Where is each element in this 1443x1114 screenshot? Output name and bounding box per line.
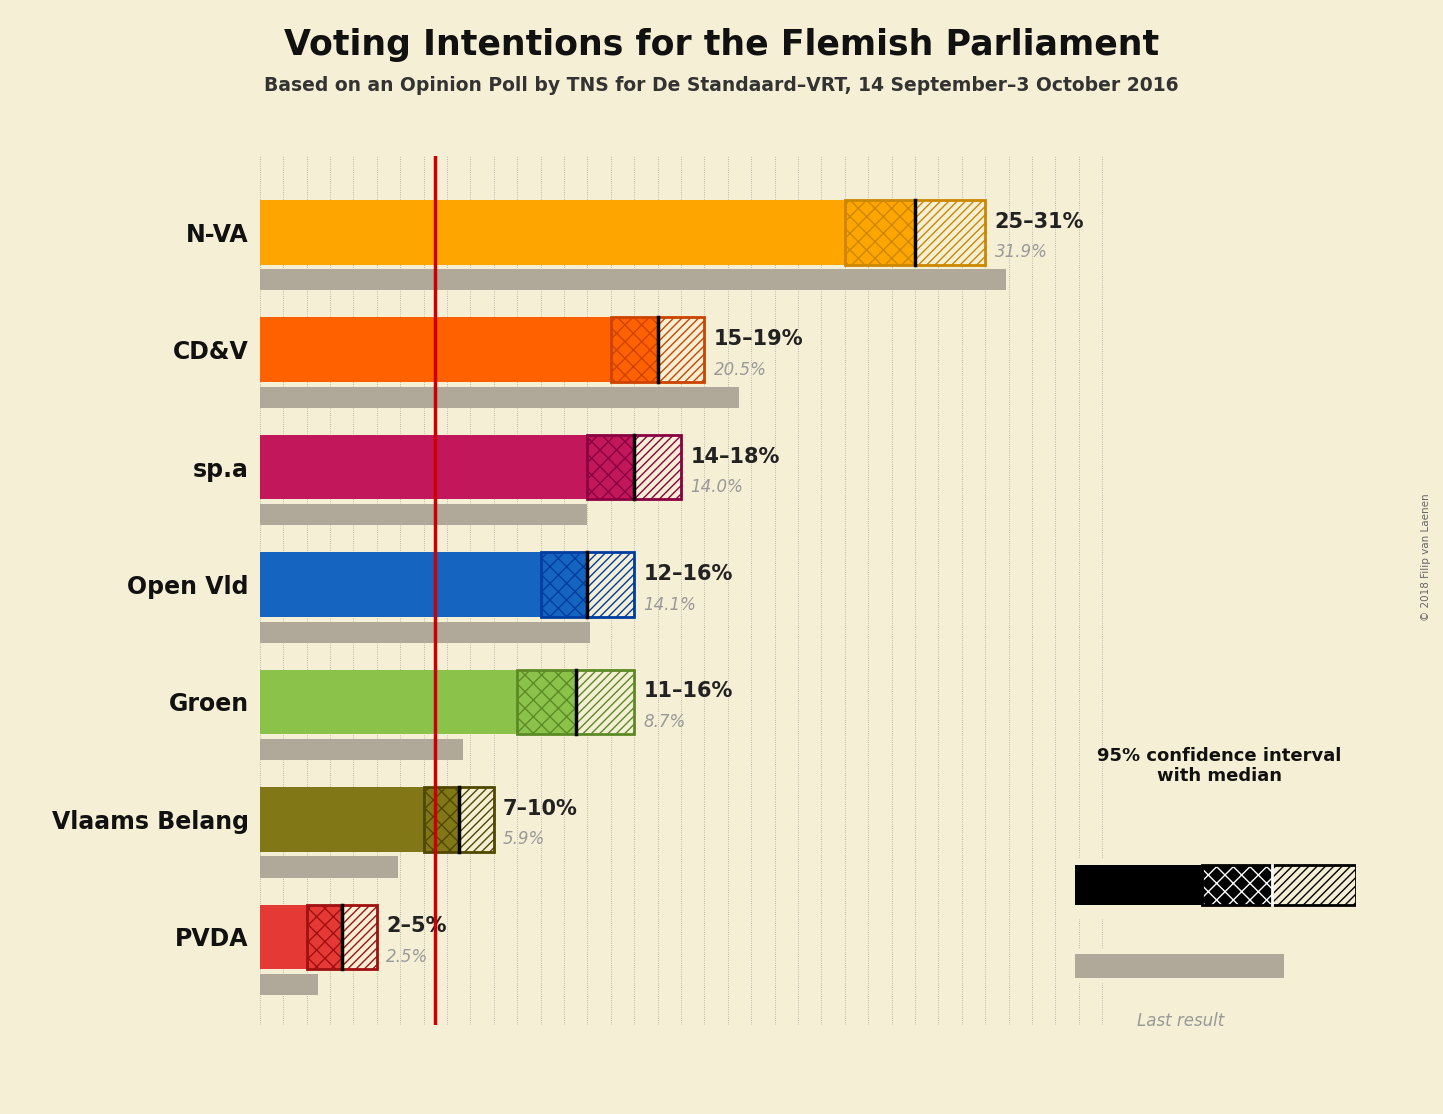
Text: 20.5%: 20.5% bbox=[714, 361, 766, 379]
Text: 2–5%: 2–5% bbox=[387, 916, 446, 936]
Bar bbox=[844, 201, 986, 265]
Text: 95% confidence interval
with median: 95% confidence interval with median bbox=[1097, 746, 1342, 785]
Text: Last result: Last result bbox=[1137, 1012, 1224, 1029]
Bar bbox=[1202, 866, 1356, 906]
Bar bbox=[915, 201, 986, 265]
Bar bbox=[610, 317, 704, 382]
Text: 7–10%: 7–10% bbox=[504, 799, 579, 819]
Bar bbox=[587, 434, 681, 499]
Text: Voting Intentions for the Flemish Parliament: Voting Intentions for the Flemish Parlia… bbox=[284, 28, 1159, 62]
Bar bbox=[260, 622, 590, 643]
Text: 11–16%: 11–16% bbox=[644, 682, 733, 702]
Text: © 2018 Filip van Laenen: © 2018 Filip van Laenen bbox=[1421, 494, 1430, 620]
Text: 14.0%: 14.0% bbox=[690, 478, 743, 496]
Bar bbox=[424, 788, 459, 852]
Bar bbox=[541, 553, 587, 617]
Bar bbox=[260, 387, 739, 408]
Bar bbox=[610, 317, 658, 382]
Text: 8.7%: 8.7% bbox=[644, 713, 685, 731]
Bar bbox=[587, 434, 633, 499]
Bar bbox=[1202, 866, 1271, 906]
Bar bbox=[260, 739, 463, 760]
Bar bbox=[576, 670, 633, 734]
Text: Based on an Opinion Poll by TNS for De Standaard–VRT, 14 September–3 October 201: Based on an Opinion Poll by TNS for De S… bbox=[264, 76, 1179, 95]
Bar bbox=[541, 553, 633, 617]
Bar bbox=[1075, 954, 1284, 978]
Bar bbox=[424, 788, 494, 852]
Bar bbox=[587, 553, 633, 617]
Bar bbox=[260, 670, 517, 734]
Bar bbox=[260, 434, 587, 499]
Bar bbox=[260, 553, 541, 617]
Text: 14–18%: 14–18% bbox=[690, 447, 779, 467]
Bar bbox=[306, 905, 377, 969]
Bar bbox=[260, 201, 844, 265]
Bar bbox=[633, 434, 681, 499]
Bar bbox=[260, 270, 1006, 291]
Text: 25–31%: 25–31% bbox=[994, 212, 1084, 232]
Bar bbox=[517, 670, 576, 734]
Bar bbox=[306, 905, 342, 969]
Bar bbox=[1075, 866, 1202, 906]
Bar bbox=[260, 974, 319, 995]
Text: 12–16%: 12–16% bbox=[644, 564, 733, 584]
Bar bbox=[260, 317, 610, 382]
Bar bbox=[260, 905, 306, 969]
Bar bbox=[459, 788, 494, 852]
Bar bbox=[658, 317, 704, 382]
Bar bbox=[1273, 866, 1356, 906]
Text: 15–19%: 15–19% bbox=[714, 329, 804, 349]
Bar bbox=[260, 857, 398, 878]
Bar bbox=[260, 788, 424, 852]
Text: 2.5%: 2.5% bbox=[387, 948, 429, 966]
Bar bbox=[342, 905, 377, 969]
Bar bbox=[260, 505, 587, 526]
Text: 31.9%: 31.9% bbox=[994, 243, 1048, 262]
Bar bbox=[844, 201, 915, 265]
Text: 14.1%: 14.1% bbox=[644, 596, 697, 614]
Bar bbox=[517, 670, 633, 734]
Text: 5.9%: 5.9% bbox=[504, 830, 545, 849]
